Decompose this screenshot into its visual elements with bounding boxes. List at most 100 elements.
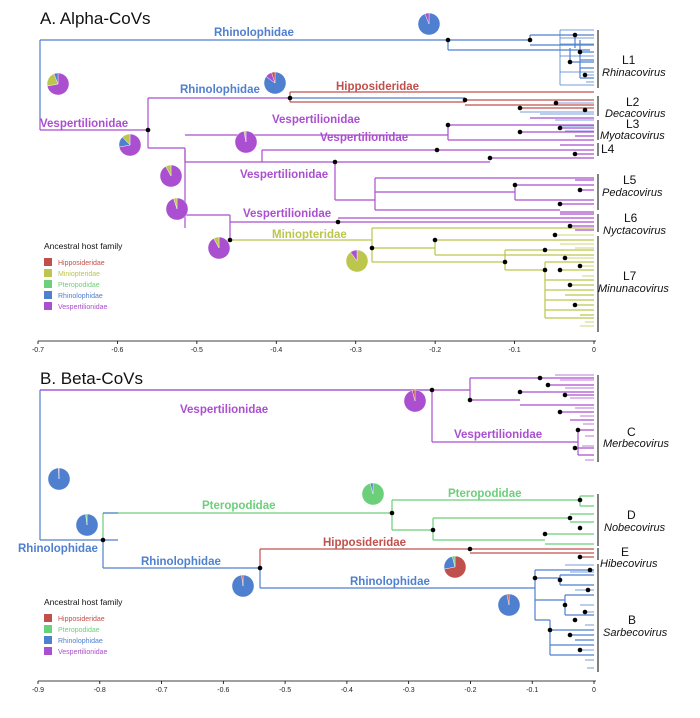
pie-a-vesp-5 (207, 236, 231, 260)
clade-l5-label: L5 (623, 173, 637, 187)
branch-l2 (289, 91, 594, 109)
axis-tick-label: -0.3 (403, 687, 415, 694)
legend-swatch-pteropodidae (44, 280, 52, 288)
clade-b-genus: Sarbecovirus (603, 627, 668, 639)
pies-b (47, 389, 521, 617)
pie-slice-pteropodidae (85, 513, 88, 526)
panel-a-title: A. Alpha-CoVs (40, 9, 151, 28)
branch-l6 (185, 211, 594, 240)
clade-d-genus: Nobecovirus (604, 522, 666, 534)
legend-label-pteropodidae: Pteropodidae (58, 282, 100, 289)
pie-b-rhino-1 (75, 513, 99, 537)
branch-l4 (261, 144, 594, 200)
host-label-a-vesp-3: Vespertilionidae (320, 132, 408, 144)
axis-tick-label: -0.2 (429, 347, 441, 354)
pie-a-vesp-1 (118, 133, 142, 157)
tip-fan-l1 (559, 29, 594, 86)
branch-vesp-main (39, 97, 290, 228)
host-label-a-vesp-1: Vespertilionidae (40, 118, 128, 130)
axis-tick-label: -0.5 (279, 687, 291, 694)
axis-tick-label: -0.7 (156, 687, 168, 694)
pie-slice-hipposideridae (241, 574, 244, 587)
branch-l1 (39, 34, 594, 120)
pie-a-minio (345, 249, 369, 273)
axis-tick-label: -0.6 (217, 687, 229, 694)
tip-fan-merbeco (555, 374, 594, 461)
clade-l1-label: L1 (622, 53, 636, 67)
host-labels-a: Rhinolophidae Rhinolophidae Hipposiderid… (40, 27, 419, 241)
pie-slice-miniopteridae (165, 164, 172, 177)
pie-slice-miniopteridae (213, 236, 220, 249)
axis-tick-label: -0.1 (526, 687, 538, 694)
axis-tick-label: -0.6 (111, 347, 123, 354)
axis-tick-label: -0.3 (350, 347, 362, 354)
legend-swatch-vespertilionidae (44, 302, 52, 310)
host-label-b-rhino-3: Rhinolophidae (350, 576, 430, 588)
pie-b-rhino-3 (497, 593, 521, 617)
clade-c-genus: Merbecovirus (603, 438, 670, 450)
axis-tick-label: -0.7 (32, 347, 44, 354)
legend-a: Ancestral host family Hipposideridae Mini… (44, 241, 123, 311)
axis-tick-label: -0.9 (32, 687, 44, 694)
pie-slice-hipposideridae (271, 71, 276, 84)
pie-slice-vespertilionidae (58, 467, 60, 480)
legend-label-hipposideridae: Hipposideridae (58, 260, 105, 267)
panel-b-title: B. Beta-CoVs (40, 369, 143, 388)
axis-tick-label: 0 (592, 687, 596, 694)
pie-a-rhino-2 (263, 71, 287, 95)
branch-l3 (185, 117, 594, 141)
panel-beta-covs: B. Beta-CoVs (18, 369, 670, 694)
pie-b-root (47, 467, 71, 491)
clade-l1-genus: Rhinacovirus (602, 67, 666, 79)
legend-b-title: Ancestral host family (44, 597, 123, 607)
clade-l5-genus: Pedacovirus (602, 187, 663, 199)
axis-b: -0.9 -0.8 -0.7 -0.6 -0.5 -0.4 -0.3 -0.2 -0.1 0 (32, 680, 596, 694)
branch-l5 (335, 177, 594, 215)
clade-l6-label: L6 (624, 211, 638, 225)
legend-label-vespertilionidae: Vespertilionidae (58, 304, 108, 311)
clade-d-label: D (627, 508, 636, 522)
host-label-b-vesp-2: Vespertilionidae (454, 429, 542, 441)
pie-slice-rhinolophidae (370, 482, 374, 495)
clade-l2-label: L2 (626, 95, 640, 109)
legend-label-hipposideridae: Hipposideridae (58, 616, 105, 623)
pie-a-vesp-2 (234, 130, 258, 154)
host-label-a-rhino-2: Rhinolophidae (180, 84, 260, 96)
node-dots-a (145, 32, 588, 308)
pie-b-rhino-2 (231, 574, 255, 598)
pie-slice-vespertilionidae (350, 249, 358, 262)
legend-swatch-miniopteridae (44, 269, 52, 277)
clade-l3-label: L3 (626, 117, 640, 131)
legend-swatch-vespertilionidae (44, 647, 52, 655)
tip-fan-sarbeco (565, 564, 594, 669)
host-labels-b: Vespertilionidae Vespertilionidae Pterop… (18, 404, 542, 588)
legend-label-rhinolophidae: Rhinolophidae (58, 293, 103, 300)
axis-a: -0.7 -0.6 -0.5 -0.4 -0.3 -0.2 -0.1 0 (32, 340, 596, 354)
host-label-a-vesp-4: Vespertilionidae (240, 169, 328, 181)
host-label-a-rhino-1: Rhinolophidae (214, 27, 294, 39)
clade-l3-genus: Myotacovirus (600, 130, 665, 142)
pie-slice-miniopteridae (122, 133, 131, 146)
clade-l2-genus: Decacovirus (605, 108, 666, 120)
legend-swatch-rhinolophidae (44, 291, 52, 299)
branch-l7 (230, 227, 594, 319)
pie-b-ptero (361, 482, 385, 506)
legend-label-pteropodidae: Pteropodidae (58, 627, 100, 634)
legend-b: Ancestral host family Hipposideridae Pter… (44, 597, 123, 656)
pie-a-root (46, 72, 70, 96)
clade-l4-label: L4 (601, 142, 615, 156)
axis-tick-label: 0 (592, 347, 596, 354)
host-label-a-minio: Miniopteridae (272, 229, 347, 241)
legend-b-items: Hipposideridae Pteropodidae Rhinolophidae V… (44, 614, 108, 656)
pie-slice-rhinolophidae (53, 72, 59, 85)
panel-alpha-covs: A. Alpha-CoVs (32, 9, 669, 354)
pie-a-vesp-3 (159, 164, 183, 188)
node-dots-b (100, 375, 593, 653)
clade-b-label: B (628, 613, 636, 627)
legend-a-items: Hipposideridae Miniopteridae Pteropodidae R… (44, 258, 108, 311)
host-label-b-rhino-2: Rhinolophidae (141, 556, 221, 568)
branch-sarbeco (259, 568, 594, 656)
branch-merbeco (431, 377, 594, 456)
clade-labels-b: C Merbecovirus D Nobecovirus E Hibecovir… (600, 425, 670, 639)
